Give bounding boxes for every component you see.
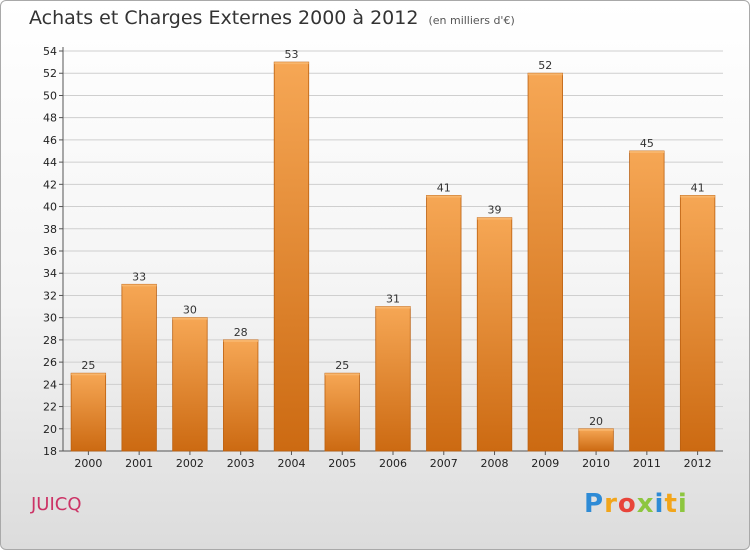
x-tick-label: 2004 xyxy=(277,457,305,470)
bar-highlight xyxy=(680,195,715,198)
x-tick-label: 2006 xyxy=(379,457,407,470)
y-tick-label: 52 xyxy=(43,67,57,80)
chart-title: Achats et Charges Externes 2000 à 2012 (e… xyxy=(29,7,515,29)
x-tick-label: 2005 xyxy=(328,457,356,470)
bar-highlight xyxy=(121,284,157,287)
value-label: 52 xyxy=(538,59,552,72)
bar-highlight xyxy=(274,62,309,65)
y-tick-label: 28 xyxy=(43,334,57,347)
y-tick-label: 22 xyxy=(43,401,57,414)
x-tick-label: 2003 xyxy=(227,457,255,470)
labels: 18 20 22 24 26 28 30 32 34 36 38 40 42 44 46 48 50 52 54 25… xyxy=(43,45,712,470)
bar-highlight xyxy=(528,73,563,76)
logo-letter: i xyxy=(654,489,665,519)
value-label: 30 xyxy=(183,304,197,317)
bar-2011 xyxy=(629,150,665,452)
logo-letter: o xyxy=(617,489,637,519)
y-tick-label: 34 xyxy=(43,267,57,280)
logo-letter: P xyxy=(584,489,605,519)
bar-highlight xyxy=(375,306,411,309)
bar-highlight xyxy=(223,339,258,342)
y-tick-label: 30 xyxy=(43,312,57,325)
bar-highlight xyxy=(172,317,208,320)
x-tick-label: 2010 xyxy=(582,457,610,470)
y-tick-label: 50 xyxy=(43,89,57,102)
value-label: 45 xyxy=(640,137,654,150)
chart-title-text: Achats et Charges Externes 2000 à 2012 xyxy=(29,7,419,29)
x-tick-label: 2001 xyxy=(125,457,153,470)
y-tick-label: 36 xyxy=(43,245,57,258)
value-label: 25 xyxy=(81,359,95,372)
bar-2010 xyxy=(578,428,614,452)
bar-2005 xyxy=(324,372,360,452)
x-tick-label: 2011 xyxy=(633,457,661,470)
logo-letter: t xyxy=(664,489,678,519)
logo-letter: r xyxy=(604,489,618,519)
value-label: 28 xyxy=(234,326,248,339)
value-label: 41 xyxy=(691,181,705,194)
value-label: 33 xyxy=(132,270,146,283)
bar-2002 xyxy=(172,317,208,452)
bar-2001 xyxy=(121,283,157,452)
bar-2009 xyxy=(527,72,563,452)
x-tick-label: 2012 xyxy=(684,457,712,470)
y-tick-label: 42 xyxy=(43,178,57,191)
bar-2007 xyxy=(426,195,462,452)
x-tick-label: 2002 xyxy=(176,457,204,470)
value-label: 20 xyxy=(589,415,603,428)
y-tick-label: 38 xyxy=(43,223,57,236)
bar-highlight xyxy=(71,373,106,376)
chart-subtitle: (en milliers d'€) xyxy=(428,14,515,27)
x-tick-label: 2007 xyxy=(430,457,458,470)
value-label: 41 xyxy=(437,181,451,194)
y-tick-label: 54 xyxy=(43,45,57,58)
y-tick-label: 40 xyxy=(43,201,57,214)
bars xyxy=(70,61,716,452)
bar-2004 xyxy=(273,61,310,452)
bar-highlight xyxy=(324,373,360,376)
y-tick-label: 44 xyxy=(43,156,57,169)
y-tick-label: 18 xyxy=(43,445,57,458)
bar-2008 xyxy=(476,217,513,452)
bar-highlight xyxy=(426,195,462,198)
x-tick-label: 2009 xyxy=(531,457,559,470)
bar-2000 xyxy=(70,372,107,452)
bar-highlight xyxy=(477,217,512,220)
bar-2006 xyxy=(375,306,411,452)
y-tick-label: 24 xyxy=(43,378,57,391)
value-label: 31 xyxy=(386,293,400,306)
bar-highlight xyxy=(629,151,665,153)
x-tick-label: 2000 xyxy=(74,457,102,470)
value-label: 39 xyxy=(488,204,502,217)
commune-name: JUICQ xyxy=(31,494,82,515)
bar-2012 xyxy=(679,195,716,452)
y-tick-label: 26 xyxy=(43,356,57,369)
logo-letter: i xyxy=(677,489,688,519)
y-tick-label: 32 xyxy=(43,289,57,302)
bar-2003 xyxy=(223,339,259,452)
y-tick-label: 48 xyxy=(43,112,57,125)
y-tick-label: 20 xyxy=(43,423,57,436)
value-label: 53 xyxy=(284,48,298,61)
proxiti-logo: Proxiti xyxy=(584,489,688,519)
bar-highlight xyxy=(578,428,614,431)
value-label: 25 xyxy=(335,359,349,372)
x-tick-label: 2008 xyxy=(481,457,509,470)
y-tick-label: 46 xyxy=(43,134,57,147)
logo-letter: x xyxy=(636,489,655,519)
